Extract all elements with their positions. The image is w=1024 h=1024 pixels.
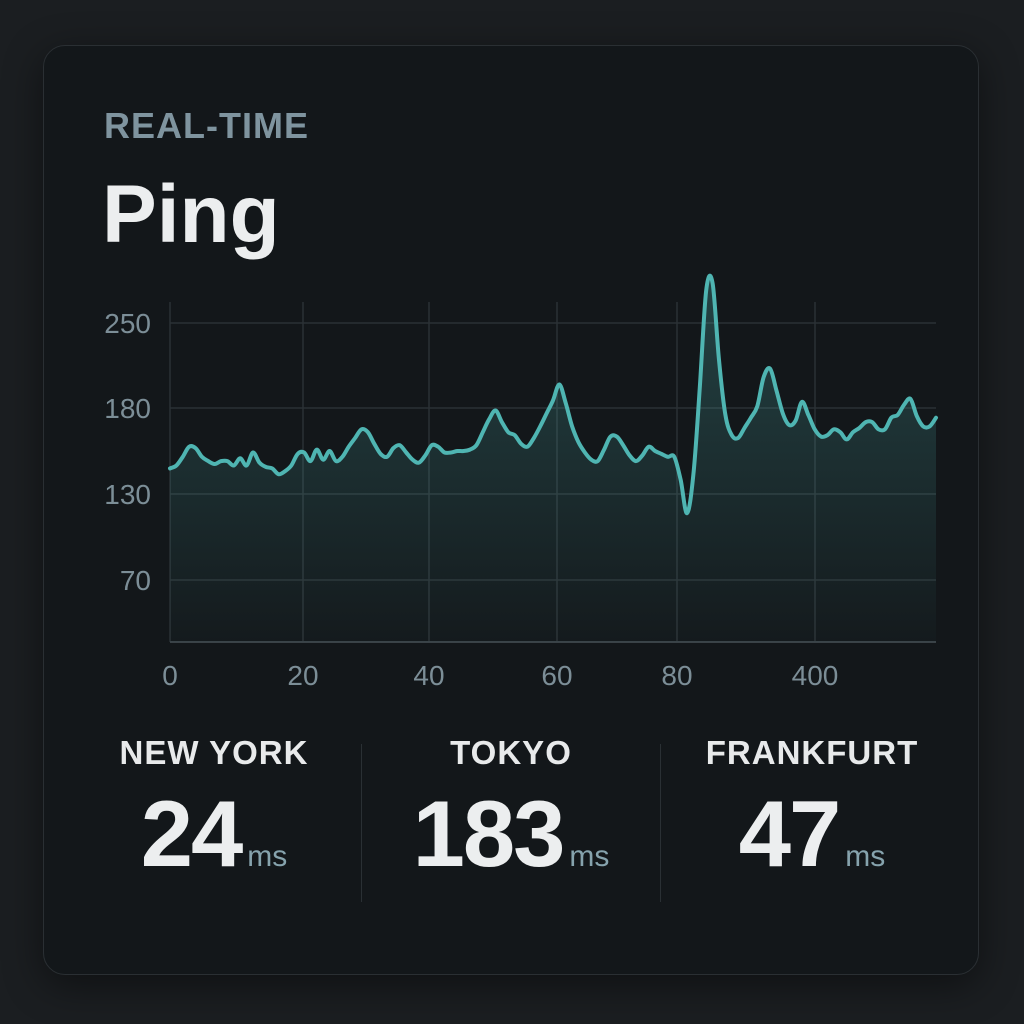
stat-value: 47 [738, 781, 842, 886]
stat-unit: ms [845, 840, 886, 873]
x-tick-label: 400 [792, 660, 839, 691]
stat-frankfurt: FRANKFURT 47 ms [662, 736, 962, 881]
y-tick-label: 70 [120, 565, 151, 596]
y-tick-label: 130 [104, 479, 151, 510]
series-area [170, 275, 936, 642]
card-title: Ping [102, 169, 280, 260]
ping-card: REAL-TIME Ping 250 180 130 70 0 20 40 60 80 400 N… [43, 45, 979, 975]
stat-label: FRANKFURT [705, 734, 919, 771]
card-eyebrow: REAL-TIME [104, 105, 309, 146]
x-tick-label: 40 [413, 660, 444, 691]
y-tick-label: 180 [104, 393, 151, 424]
stat-unit: ms [569, 840, 610, 873]
y-tick-label: 250 [104, 308, 151, 339]
x-tick-label: 80 [661, 660, 692, 691]
stat-unit: ms [247, 840, 288, 873]
stat-value: 24 [140, 781, 244, 886]
stat-divider [660, 744, 661, 902]
x-tick-label: 20 [287, 660, 318, 691]
stat-label: TOKYO [450, 734, 572, 771]
ping-chart: 250 180 130 70 0 20 40 60 80 400 [104, 273, 938, 691]
x-tick-label: 60 [541, 660, 572, 691]
stat-divider [361, 744, 362, 902]
stat-value: 183 [412, 781, 566, 886]
stat-new-york: NEW YORK 24 ms [64, 736, 364, 881]
x-tick-label: 0 [162, 660, 178, 691]
stat-label: NEW YORK [119, 734, 309, 771]
series-line [168, 273, 938, 516]
stat-tokyo: TOKYO 183 ms [361, 736, 661, 881]
